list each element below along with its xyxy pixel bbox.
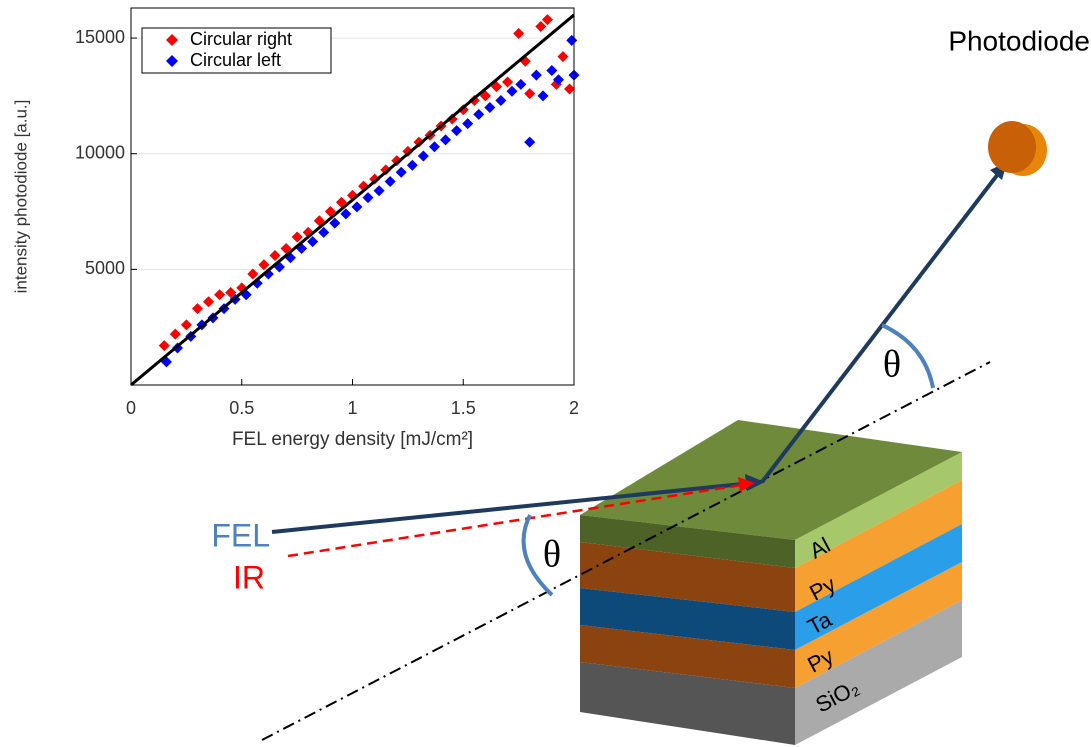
y-tick-label: 15000	[75, 27, 125, 47]
point	[351, 201, 363, 213]
point	[552, 74, 564, 86]
point	[473, 108, 485, 120]
point	[384, 175, 396, 187]
point	[291, 231, 303, 243]
point	[307, 236, 319, 248]
point	[373, 185, 385, 197]
point	[524, 136, 536, 148]
point	[180, 319, 192, 331]
y-axis-label: intensity photodiode [a.u.]	[11, 100, 30, 294]
reflected-beam	[760, 172, 1000, 484]
point	[329, 217, 341, 229]
fel-label: FEL	[211, 517, 270, 553]
point	[247, 268, 259, 280]
point	[557, 51, 569, 63]
point	[340, 208, 352, 220]
point	[225, 286, 237, 298]
photodiode-label: Photodiode	[948, 25, 1090, 56]
x-tick-label: 0.5	[229, 398, 254, 418]
point	[269, 249, 281, 261]
point	[530, 69, 542, 81]
theta-in: θ	[543, 534, 561, 576]
point	[214, 289, 226, 301]
point	[440, 134, 452, 146]
point	[524, 88, 536, 100]
ir-arrowhead	[738, 477, 755, 492]
layer-stack	[580, 420, 962, 745]
point	[203, 296, 215, 308]
angle-arc-in	[521, 514, 554, 597]
point	[502, 76, 514, 88]
point	[362, 192, 374, 204]
angle-arc-out	[881, 323, 935, 389]
point	[169, 328, 181, 340]
legend-label: Circular right	[190, 29, 292, 49]
fel-beam	[271, 481, 753, 534]
ir-beam	[287, 483, 743, 558]
point	[395, 166, 407, 178]
x-tick-label: 1	[347, 398, 357, 418]
point	[462, 118, 474, 130]
legend-label: Circular left	[190, 50, 281, 70]
surface-normal-line	[261, 361, 991, 741]
point	[566, 34, 578, 46]
point	[546, 64, 558, 76]
point	[535, 21, 547, 33]
point	[537, 90, 549, 102]
point	[428, 141, 440, 153]
fit-line	[130, 13, 575, 387]
y-tick-label: 5000	[85, 258, 125, 278]
point	[513, 27, 525, 39]
point	[506, 85, 518, 97]
photodiode-icon	[988, 121, 1047, 176]
point	[258, 259, 270, 271]
ir-label: IR	[233, 559, 265, 595]
x-tick-label: 1.5	[451, 398, 476, 418]
point	[451, 125, 463, 137]
x-axis-label: FEL energy density [mJ/cm²]	[232, 429, 473, 450]
x-tick-label: 0	[126, 398, 136, 418]
plot-frame	[130, 7, 575, 386]
point	[158, 340, 170, 352]
point	[191, 303, 203, 315]
point	[515, 78, 527, 90]
x-tick-label: 2	[569, 398, 579, 418]
point	[417, 150, 429, 162]
theta-out: θ	[883, 344, 901, 386]
point	[318, 226, 330, 238]
legend-marker	[166, 55, 178, 67]
point	[550, 78, 562, 90]
point	[564, 83, 576, 95]
fel-arrowhead	[745, 474, 765, 491]
legend-marker	[166, 34, 178, 46]
point	[495, 95, 507, 107]
point	[484, 101, 496, 113]
point	[406, 159, 418, 171]
y-tick-label: 10000	[75, 142, 125, 162]
point	[541, 14, 553, 26]
